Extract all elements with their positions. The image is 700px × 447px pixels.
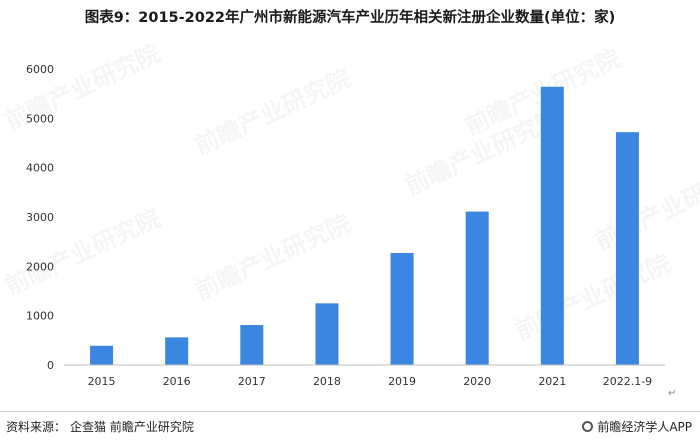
bar: [315, 303, 339, 365]
y-tick-label: 6000: [26, 63, 54, 76]
bar: [90, 345, 114, 365]
x-tick-label: 2015: [88, 375, 116, 388]
x-axis: 2015 2016 2017 2018 2019 2020 2021 2022.1-9: [64, 364, 665, 388]
watermark-text: 前瞻产业研究院: [191, 209, 355, 305]
x-tick-label: 2017: [238, 375, 266, 388]
y-axis: 0 1000 2000 3000 4000 5000 6000: [26, 63, 54, 372]
source-note: 资料来源： 企查猫 前瞻产业研究院: [6, 418, 198, 435]
qianzhan-logo-icon: [582, 421, 594, 432]
brand: 前瞻经济学人APP: [582, 418, 692, 435]
chart-title: 图表9：2015-2022年广州市新能源汽车产业历年相关新注册企业数量(单位：家…: [84, 10, 616, 26]
footer-divider: [0, 411, 700, 412]
y-tick-label: 1000: [26, 310, 54, 323]
y-tick-label: 3000: [26, 211, 54, 224]
source-label: 资料来源：: [6, 420, 67, 434]
y-tick-label: 5000: [26, 112, 54, 125]
bar: [165, 337, 189, 365]
x-tick-label: 2021: [538, 375, 566, 388]
bar: [240, 325, 264, 365]
bar: [390, 253, 414, 365]
watermark-text: 前瞻产业研究院: [591, 159, 700, 255]
bar: [465, 211, 489, 365]
y-tick-label: 4000: [26, 162, 54, 175]
paragraph-mark: ↵: [668, 388, 677, 399]
x-tick-label: 2020: [463, 375, 491, 388]
x-tick-label: 2018: [313, 375, 341, 388]
x-tick-label: 2016: [163, 375, 191, 388]
bars-group: [90, 86, 639, 365]
watermark-text: 前瞻产业研究院: [511, 249, 675, 345]
source-value: 企查猫 前瞻产业研究院: [70, 420, 194, 434]
x-tick-label: 2022.1-9: [603, 375, 652, 388]
bar: [540, 86, 564, 365]
y-tick-label: 2000: [26, 260, 54, 273]
brand-name: 前瞻经济学人APP: [597, 420, 692, 434]
x-tick-label: 2019: [388, 375, 416, 388]
bar: [615, 132, 639, 365]
watermark-text: 前瞻产业研究院: [191, 64, 355, 160]
y-tick-label: 0: [47, 359, 54, 372]
